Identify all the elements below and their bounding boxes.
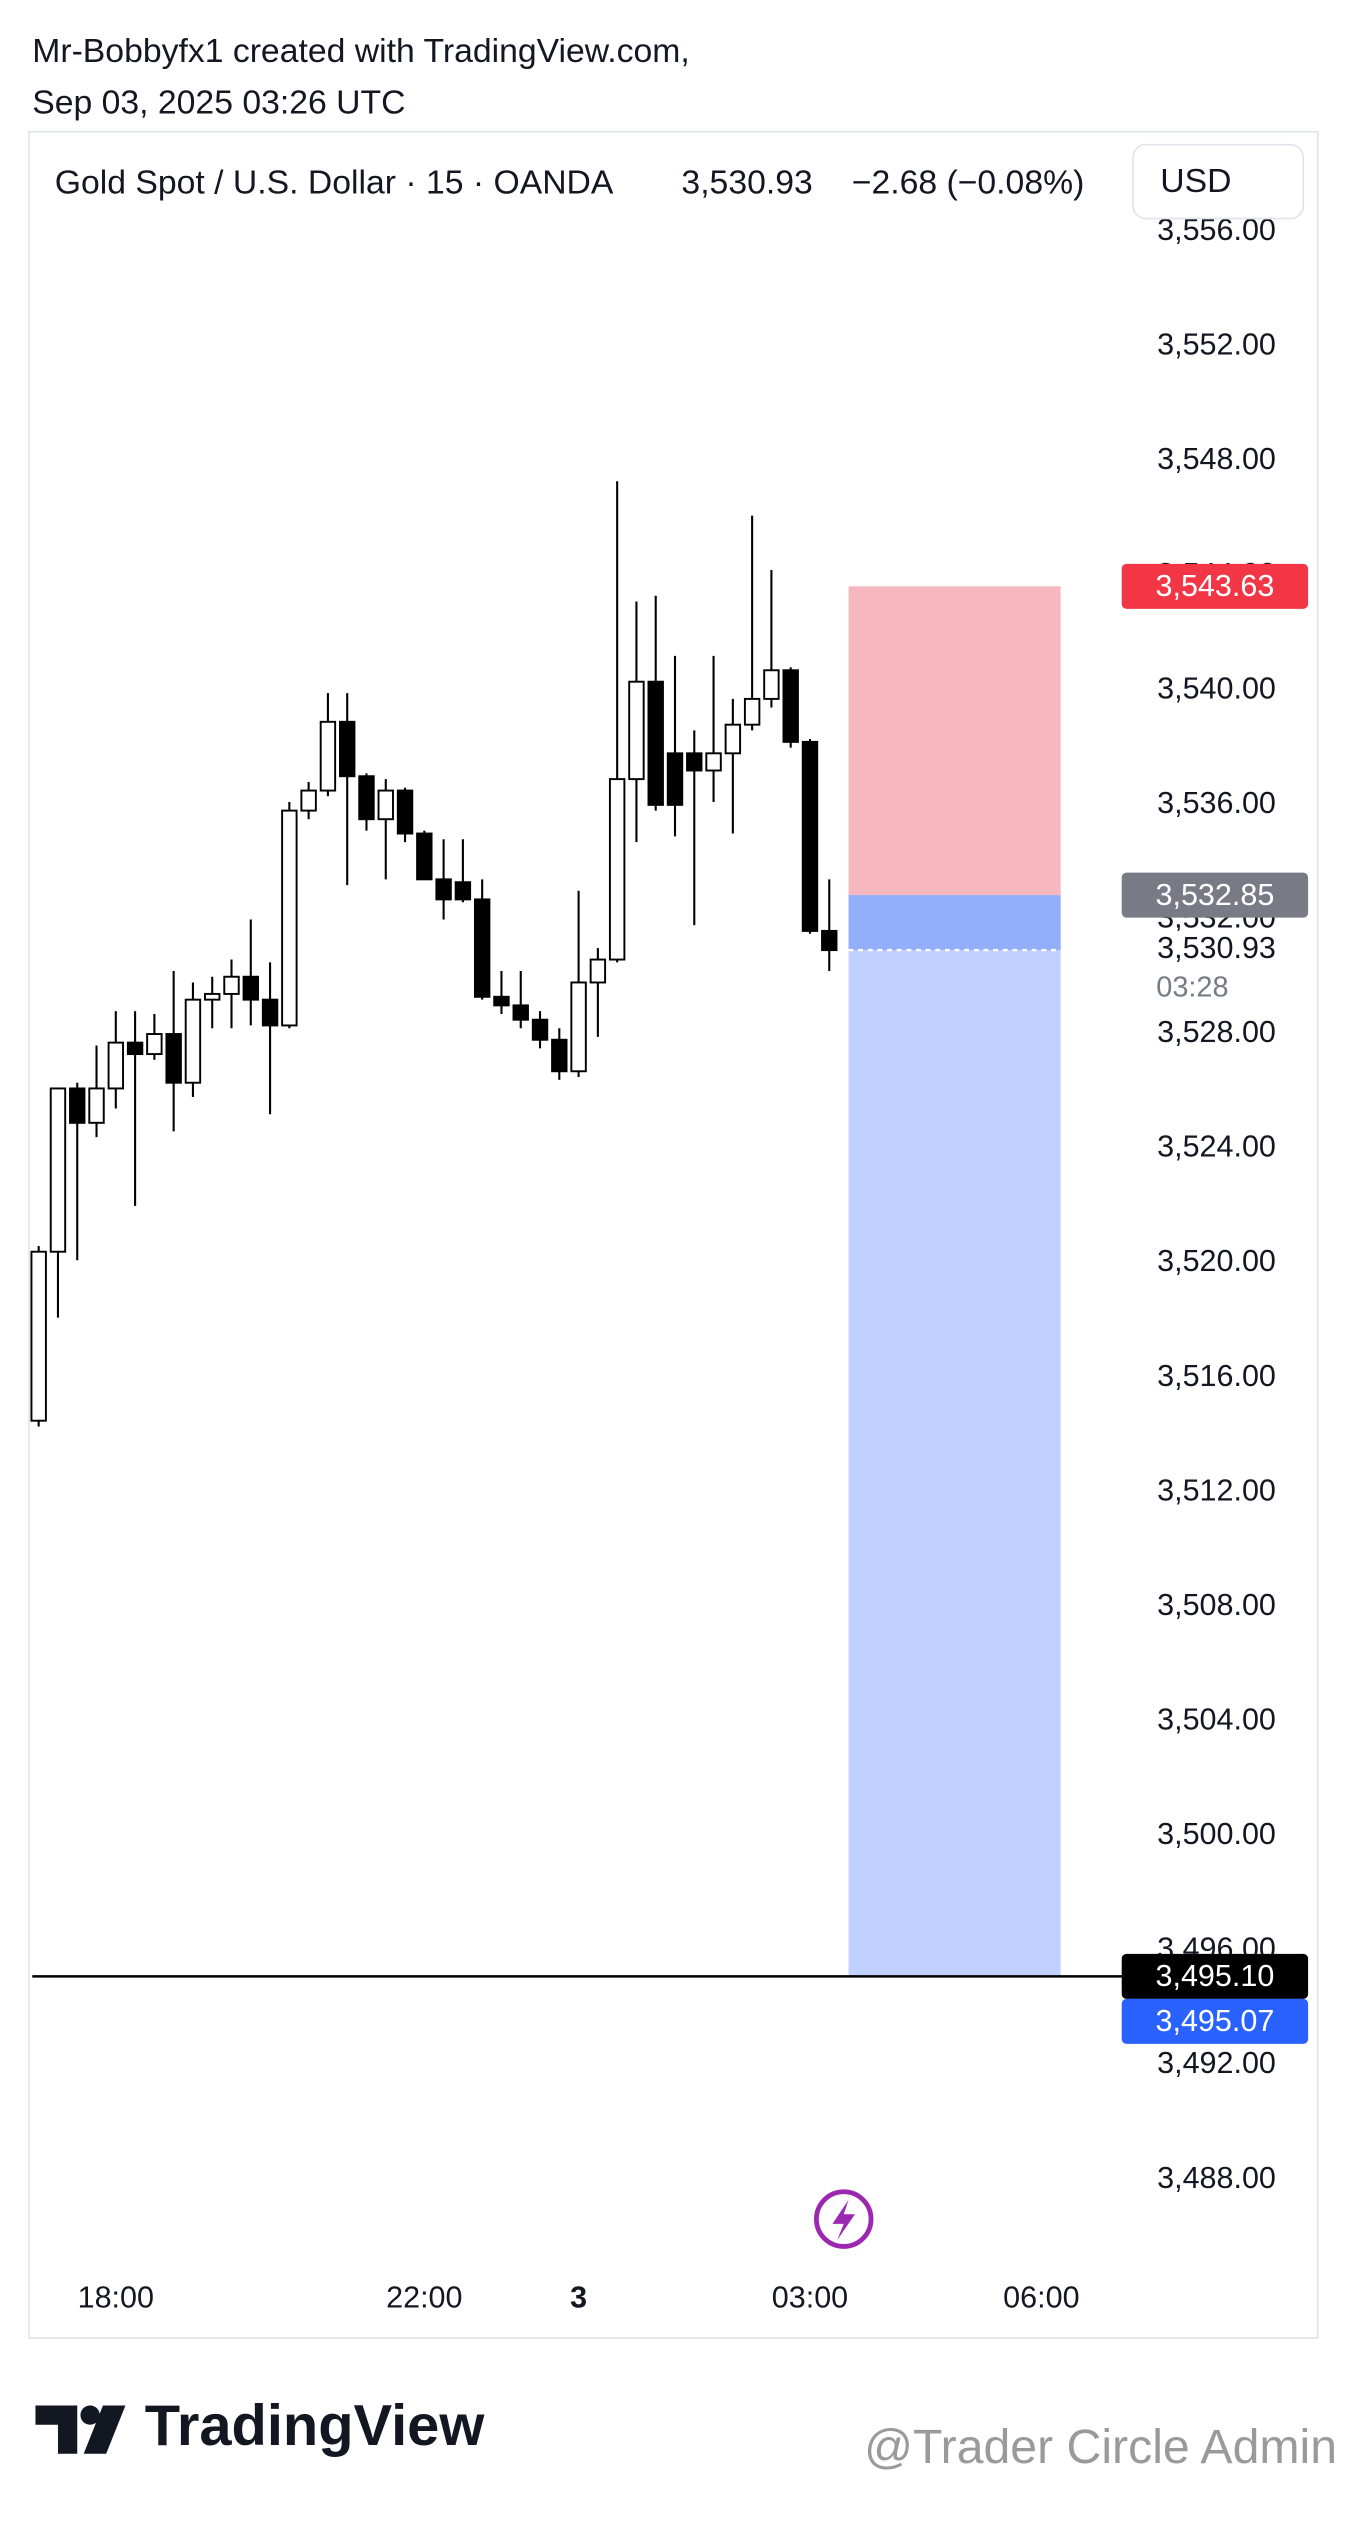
x-tick-label: 06:00 — [1003, 2280, 1079, 2314]
candle-body — [666, 752, 684, 806]
candle-body — [705, 752, 722, 772]
brand-logo-dot — [80, 2405, 100, 2425]
y-tick-label: 3,500.00 — [1157, 1817, 1276, 1851]
price-tag — [1121, 872, 1309, 918]
y-tick-label: 3,508.00 — [1157, 1588, 1276, 1622]
price-tag — [1121, 1998, 1309, 2044]
x-tick-label: 3 — [570, 2280, 587, 2314]
candle-body — [743, 697, 761, 726]
candle-body — [628, 680, 645, 781]
candle-body — [493, 995, 510, 1007]
legend-symbol: Gold Spot / U.S. Dollar · 15 · OANDA — [55, 164, 614, 202]
candle-body — [49, 1087, 67, 1253]
y-tick-label: 3,540.00 — [1157, 671, 1276, 705]
date-line: Sep 03, 2025 03:26 UTC — [32, 83, 405, 121]
open-pnl-zone — [848, 895, 1061, 951]
author-line: Mr-Bobbyfx1 created with TradingView.com… — [32, 32, 690, 70]
candle-body — [416, 832, 433, 881]
last-price-bg — [1134, 930, 1302, 1008]
overlay: Gold Spot / U.S. Dollar · 15 · OANDA 3,5… — [32, 134, 1337, 2474]
candle-body — [319, 720, 337, 792]
candle-body — [531, 1018, 549, 1041]
candle-body — [126, 1041, 144, 1056]
candle-body — [204, 992, 221, 1001]
candle-body — [724, 723, 742, 755]
candle-body — [358, 775, 375, 821]
price-tag — [1121, 1953, 1309, 1999]
target-zone — [848, 895, 1061, 1978]
y-tick-label: 3,548.00 — [1157, 442, 1276, 476]
candle-body — [570, 981, 587, 1073]
candle-body — [801, 740, 819, 932]
chart-frame — [28, 130, 1319, 2339]
candle-body — [454, 881, 472, 901]
candle-body — [782, 669, 799, 743]
candle-body — [30, 1250, 47, 1422]
y-tick-label: 3,528.00 — [1157, 1015, 1276, 1049]
candle-body — [686, 752, 703, 772]
candle-body — [281, 809, 298, 1027]
brand-logo — [35, 2405, 78, 2454]
candle-body — [88, 1087, 105, 1124]
candle-body — [435, 878, 452, 901]
candle-body — [339, 720, 356, 778]
y-tick-label: 3,488.00 — [1157, 2161, 1276, 2195]
price-tag — [1121, 563, 1309, 609]
watermark: @Trader Circle Admin — [864, 2420, 1337, 2474]
y-tick-label: 3,512.00 — [1157, 1473, 1276, 1507]
candle-body — [396, 789, 414, 835]
lightning-icon[interactable] — [813, 2189, 874, 2249]
price-tag-label: 3,532.85 — [1156, 878, 1275, 912]
currency-button[interactable] — [1132, 143, 1305, 220]
candle-body — [763, 669, 780, 700]
price-tag-label: 3,495.10 — [1156, 1959, 1275, 1993]
x-tick-label: 03:00 — [772, 2280, 848, 2314]
candle-body — [551, 1038, 568, 1073]
lightning-bolt — [832, 2199, 855, 2240]
countdown: 03:28 — [1156, 971, 1228, 1003]
y-tick-label: 3,492.00 — [1157, 2046, 1276, 2080]
brand: TradingView — [145, 2394, 486, 2458]
candle-body — [223, 975, 240, 995]
candle-body — [473, 898, 491, 998]
candle-body — [821, 929, 838, 952]
legend-bg — [32, 134, 1125, 229]
y-tick-label: 3,536.00 — [1157, 786, 1276, 820]
candle-body — [608, 778, 626, 961]
candle-body — [184, 998, 202, 1084]
candle-body — [146, 1033, 163, 1056]
x-tick-label: 22:00 — [386, 2280, 462, 2314]
candle-body — [69, 1087, 86, 1124]
price-tag-label: 3,543.63 — [1156, 569, 1275, 603]
y-tick-label: 3,524.00 — [1157, 1130, 1276, 1164]
candle-body — [300, 789, 317, 812]
stop-zone — [848, 586, 1061, 896]
y-tick-label: 3,516.00 — [1157, 1359, 1276, 1393]
currency-label[interactable]: USD — [1160, 162, 1231, 200]
candle-body — [242, 975, 259, 1001]
candle-body — [377, 789, 394, 821]
candle-body — [261, 998, 279, 1027]
y-tick-label: 3,504.00 — [1157, 1703, 1276, 1737]
legend-last: 3,530.93 — [681, 164, 812, 202]
y-tick-label: 3,520.00 — [1157, 1244, 1276, 1278]
candle-body — [647, 680, 664, 806]
plot: 3,556.003,552.003,548.003,544.003,540.00… — [30, 213, 1309, 2314]
price-tag-label: 3,495.07 — [1156, 2004, 1275, 2038]
x-tick-label: 18:00 — [78, 2280, 154, 2314]
candle-body — [512, 1004, 529, 1021]
candle-body — [107, 1041, 125, 1090]
last-price-label: 3,530.93 — [1157, 931, 1276, 965]
candle-body — [589, 958, 607, 984]
candle-body — [165, 1033, 182, 1084]
y-tick-label: 3,552.00 — [1157, 328, 1276, 362]
legend-change: −2.68 (−0.08%) — [852, 164, 1085, 202]
brand-logo-slash — [83, 2405, 126, 2454]
